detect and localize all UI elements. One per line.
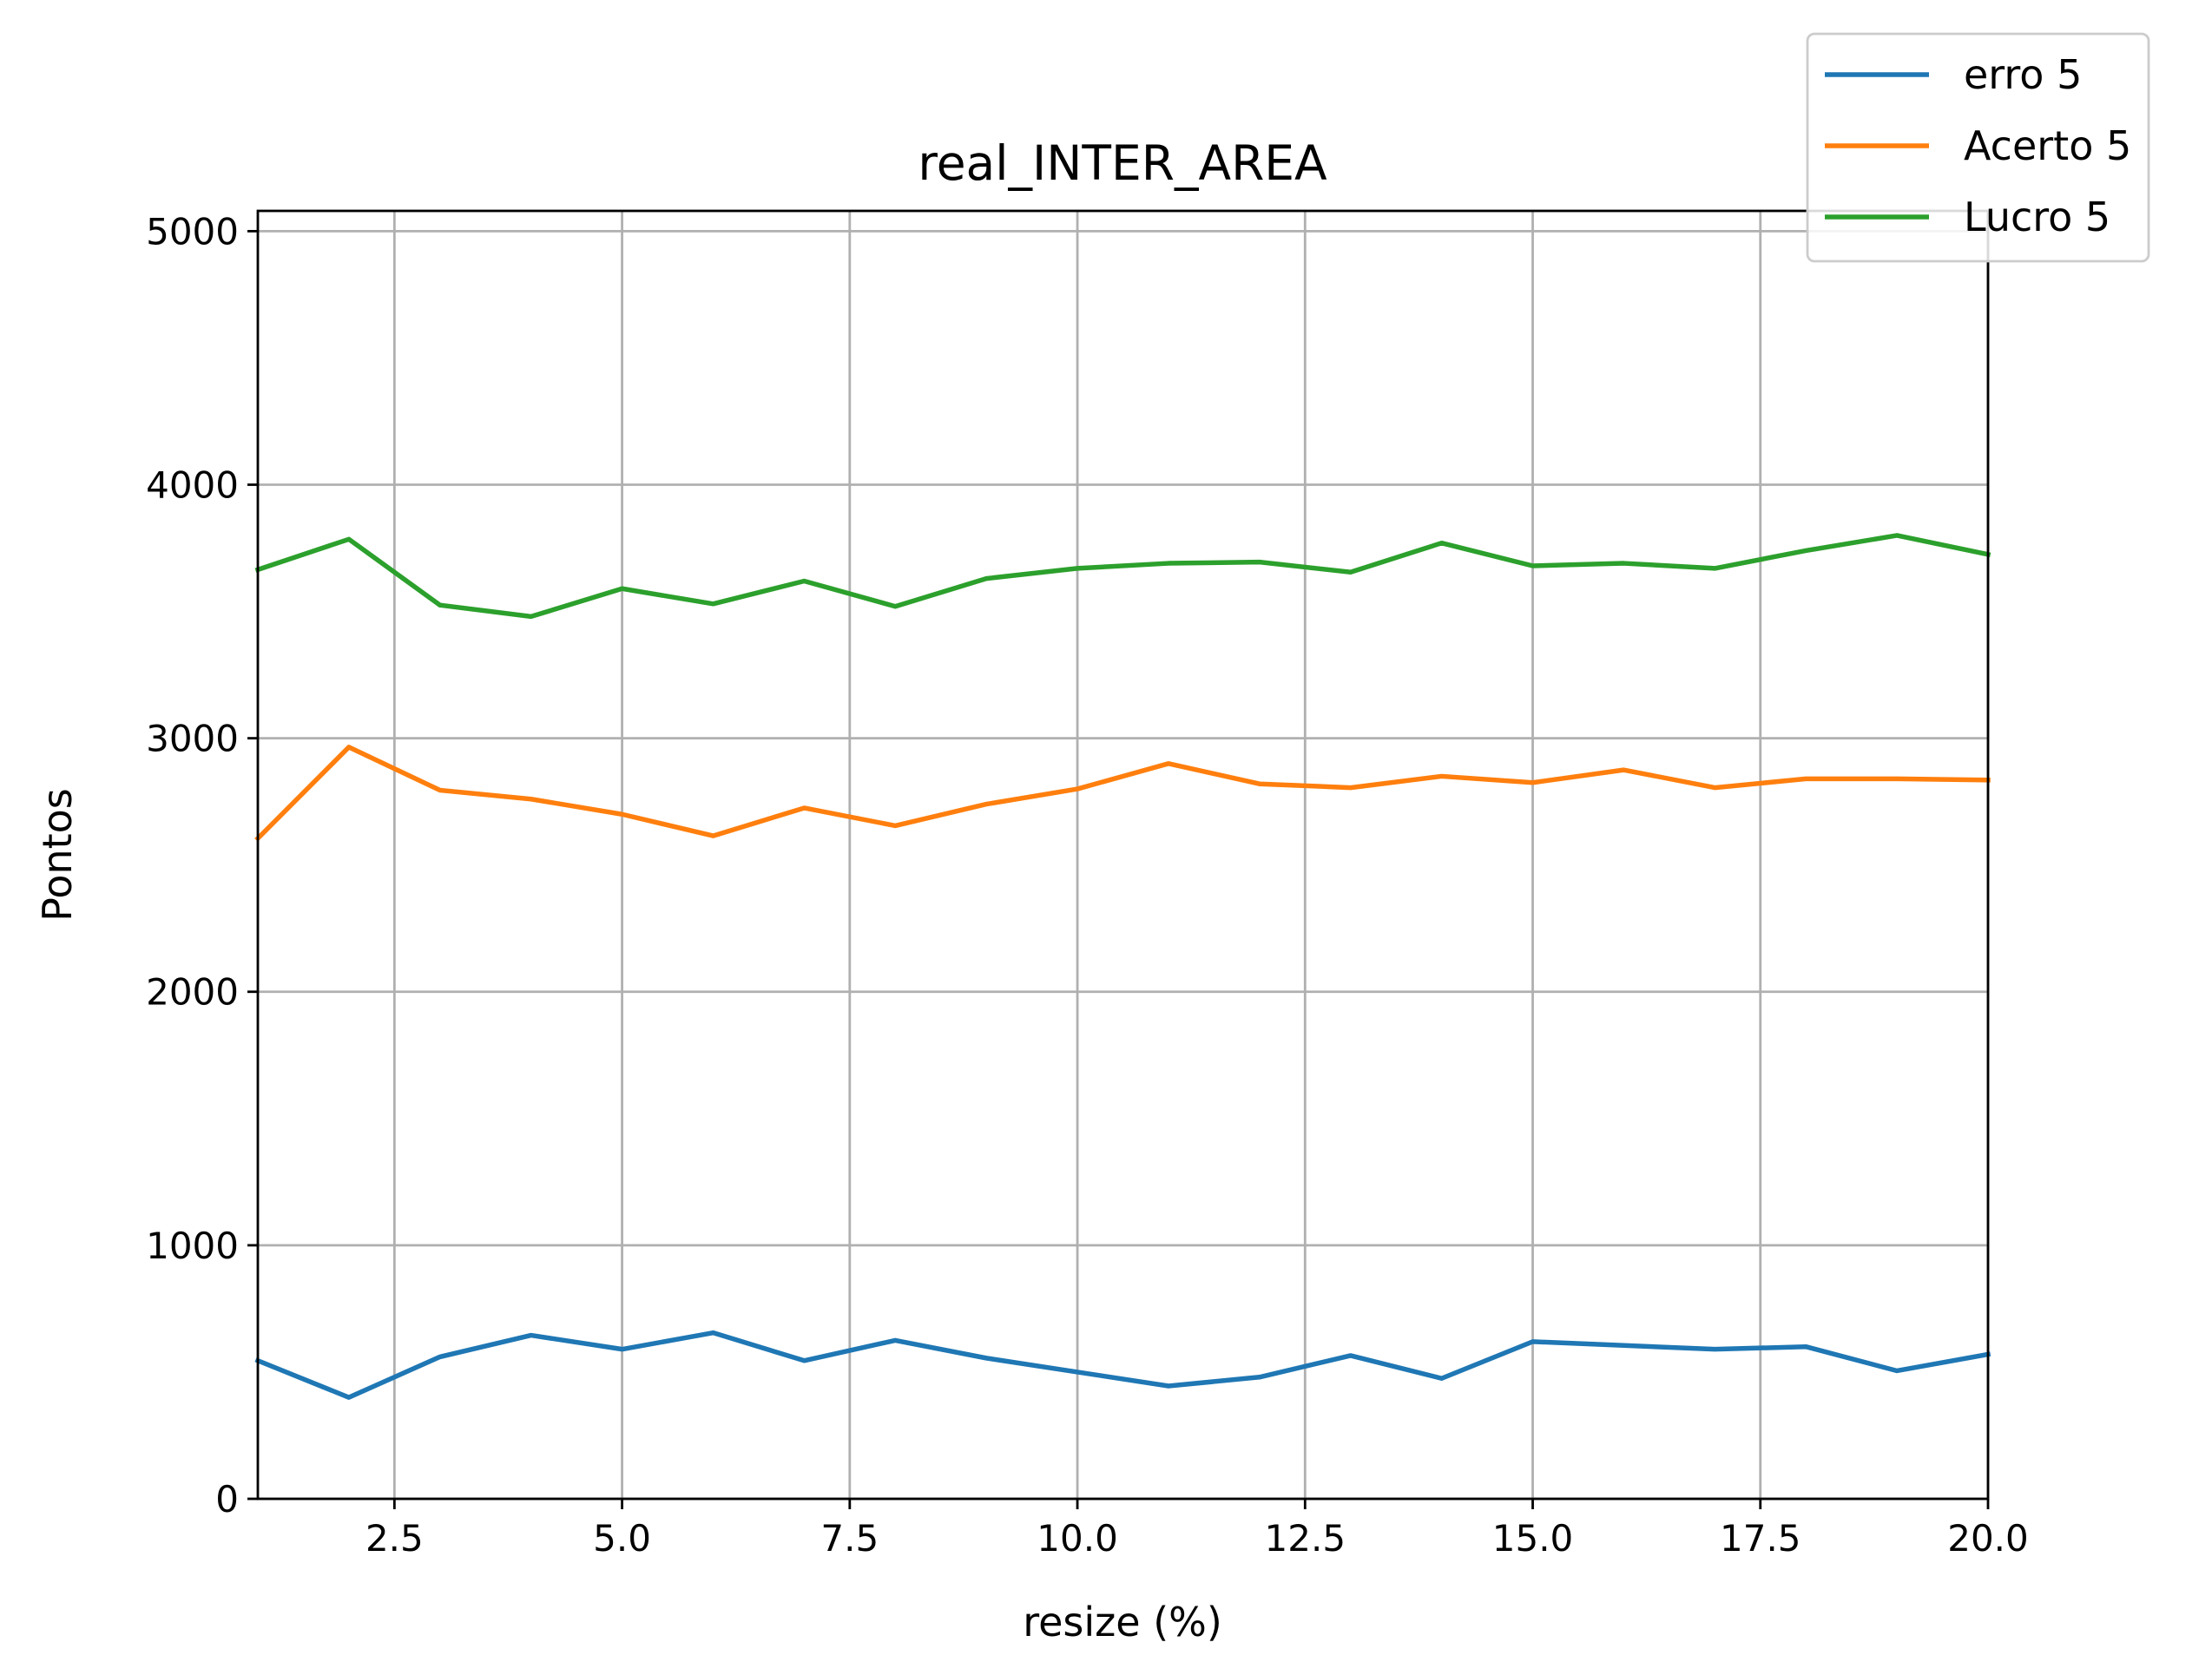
y-tick-label: 5000 [146,210,239,253]
y-tick-label: 3000 [146,718,239,760]
legend: erro 5 Acerto 5 Lucro 5 [1806,32,2150,263]
chart-title: real_INTER_AREA [918,135,1327,191]
plot-frame [256,209,1990,1501]
legend-label: Acerto 5 [1964,122,2131,169]
x-tick-label: 2.5 [365,1517,424,1560]
x-tick-label: 15.0 [1492,1517,1574,1560]
legend-box [1806,32,2150,263]
x-axis-label: resize (%) [1023,1599,1222,1645]
y-axis-label: Pontos [34,788,81,922]
x-tick-label: 17.5 [1720,1517,1801,1560]
y-tick-label: 0 [215,1478,239,1521]
legend-label: Lucro 5 [1964,194,2110,240]
x-tick-label: 10.0 [1037,1517,1118,1560]
series-line-3 [254,533,1991,620]
y-tick-label: 1000 [146,1225,239,1267]
x-tick-label: 5.0 [593,1517,651,1560]
series-line-1 [254,1330,1991,1400]
x-tick-label: 7.5 [820,1517,879,1560]
y-tick-label: 4000 [146,463,239,506]
x-tick-label: 12.5 [1265,1517,1346,1560]
series-line-2 [254,745,1991,842]
series-lines [254,533,1991,1400]
legend-label: erro 5 [1964,51,2082,98]
x-tick-label: 20.0 [1947,1517,2029,1560]
y-tick-label: 2000 [146,971,239,1014]
axis-ticks: 2.5 5.0 7.5 10.0 12.5 15.0 17.5 20.0 0 1000 2000 30… [146,210,2029,1560]
